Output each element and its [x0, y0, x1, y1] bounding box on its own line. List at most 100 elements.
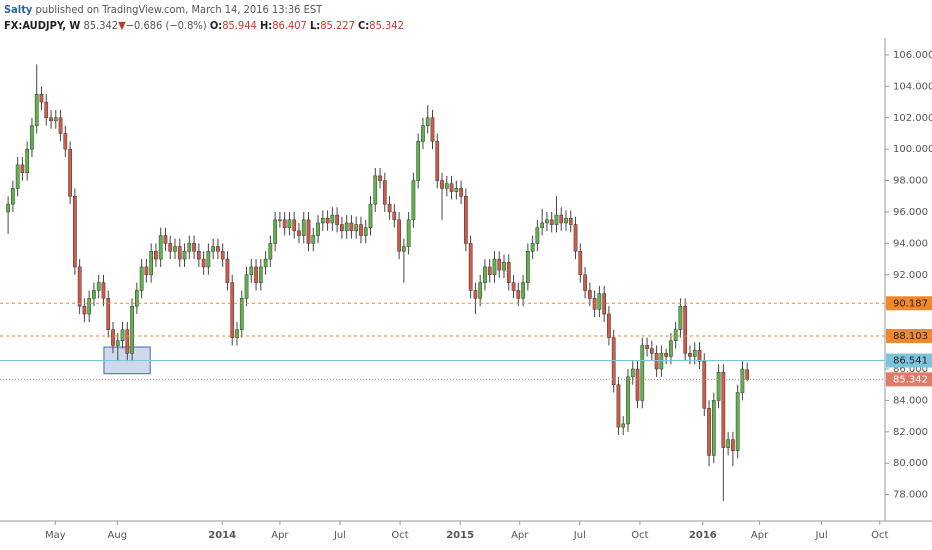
x-tick-label: Apr	[751, 530, 769, 541]
candle-body	[688, 353, 692, 357]
candle-body	[106, 298, 111, 330]
ohlc-value: 85.342	[369, 19, 404, 32]
candle-body	[478, 282, 483, 299]
candle-body	[216, 246, 220, 252]
candle-body	[630, 368, 635, 378]
candle-body	[287, 219, 292, 228]
candle-body	[68, 148, 72, 197]
candle-body	[421, 125, 425, 142]
candle-body	[149, 250, 154, 276]
candle-body	[545, 219, 549, 224]
candle-body	[173, 246, 177, 252]
ohlc-key: C:	[358, 19, 370, 32]
candle-body	[497, 258, 502, 271]
x-tick-label: Aug	[108, 530, 128, 541]
candle-body	[468, 243, 473, 291]
candle-body	[220, 250, 225, 260]
x-tick-label: 2014	[208, 530, 236, 541]
candle-body	[77, 266, 82, 307]
candle-body	[559, 214, 564, 224]
candle-body	[87, 298, 92, 315]
candle-body	[640, 345, 645, 401]
candle-body	[63, 133, 68, 150]
price-label-bg	[886, 296, 932, 311]
candle-body	[273, 219, 277, 244]
candle-body	[349, 222, 354, 232]
y-tick-label: 106.000	[893, 50, 932, 61]
candle-body	[702, 360, 707, 409]
candle-body	[502, 261, 506, 271]
candle-body	[235, 329, 239, 338]
candle-body	[745, 369, 750, 380]
candle-body	[111, 329, 115, 346]
ohlc-key: H:	[259, 19, 273, 32]
candle-body	[39, 93, 44, 103]
y-tick-label: 94.000	[893, 238, 928, 249]
x-tick-label: Oct	[871, 530, 888, 541]
candle-body	[578, 250, 583, 276]
symbol[interactable]: FX:AUDJPY, W	[4, 19, 81, 32]
candle-body	[521, 282, 525, 299]
candle-body	[473, 290, 478, 299]
candle-body	[597, 293, 602, 310]
candle-body	[587, 290, 592, 299]
x-tick-label: Jul	[815, 530, 828, 541]
candle-body	[244, 274, 249, 299]
candle-body	[387, 203, 392, 213]
candle-body	[430, 117, 435, 142]
candle-body	[526, 250, 530, 283]
x-tick-label: Apr	[271, 530, 289, 541]
candle-body	[392, 211, 397, 221]
candle-body	[120, 329, 125, 341]
candle-body	[454, 188, 459, 192]
y-tick-label: 78.000	[893, 490, 928, 501]
candle-body	[378, 175, 382, 181]
candle-body	[6, 203, 10, 213]
y-tick-label: 92.000	[893, 270, 928, 281]
candle-body	[82, 305, 87, 315]
candle-body	[211, 246, 215, 252]
ohlc-key: O:	[209, 19, 223, 32]
x-tick-label: Jul	[573, 530, 586, 541]
candle-body	[258, 266, 263, 283]
candle-body	[440, 180, 444, 189]
change: −0.686 (−0.8%)	[125, 19, 207, 32]
y-tick-label: 104.000	[893, 81, 932, 92]
candle-body	[192, 243, 196, 252]
candle-body	[268, 243, 273, 260]
ohlc-value: 86.407	[272, 19, 307, 32]
candle-body	[659, 353, 664, 370]
candle-body	[125, 329, 130, 354]
price-label: 90.187	[893, 298, 928, 309]
candle-body	[25, 148, 30, 173]
candle-body	[187, 243, 192, 252]
candle-body	[645, 345, 649, 349]
candle-body	[96, 282, 101, 291]
candle-body	[196, 250, 201, 260]
ohlc-value: 85.944	[222, 19, 257, 32]
candle-body	[449, 183, 454, 192]
candle-body	[721, 371, 726, 448]
ohlc: O:85.944 H:86.407 L:85.227 C:85.342	[210, 19, 404, 32]
candle-body	[368, 203, 373, 228]
candle-body	[711, 400, 716, 456]
x-tick-label: 2016	[689, 530, 717, 541]
candle-body	[30, 125, 34, 150]
candle-body	[20, 164, 25, 173]
y-tick-label: 100.000	[893, 144, 932, 155]
author[interactable]: Salty	[4, 3, 33, 16]
candle-body	[92, 290, 96, 299]
candle-body	[297, 230, 301, 236]
ohlc-value: 85.227	[320, 19, 355, 32]
candle-body	[158, 235, 163, 260]
candle-body	[530, 243, 535, 252]
candle-body	[573, 224, 578, 252]
candle-body	[144, 266, 149, 276]
candle-body	[301, 219, 306, 236]
candle-body	[282, 219, 287, 228]
candle-body	[335, 214, 339, 225]
price-label-bg	[886, 353, 932, 368]
candle-body	[230, 282, 235, 338]
published: published on TradingView.com, March 14, …	[35, 3, 323, 16]
